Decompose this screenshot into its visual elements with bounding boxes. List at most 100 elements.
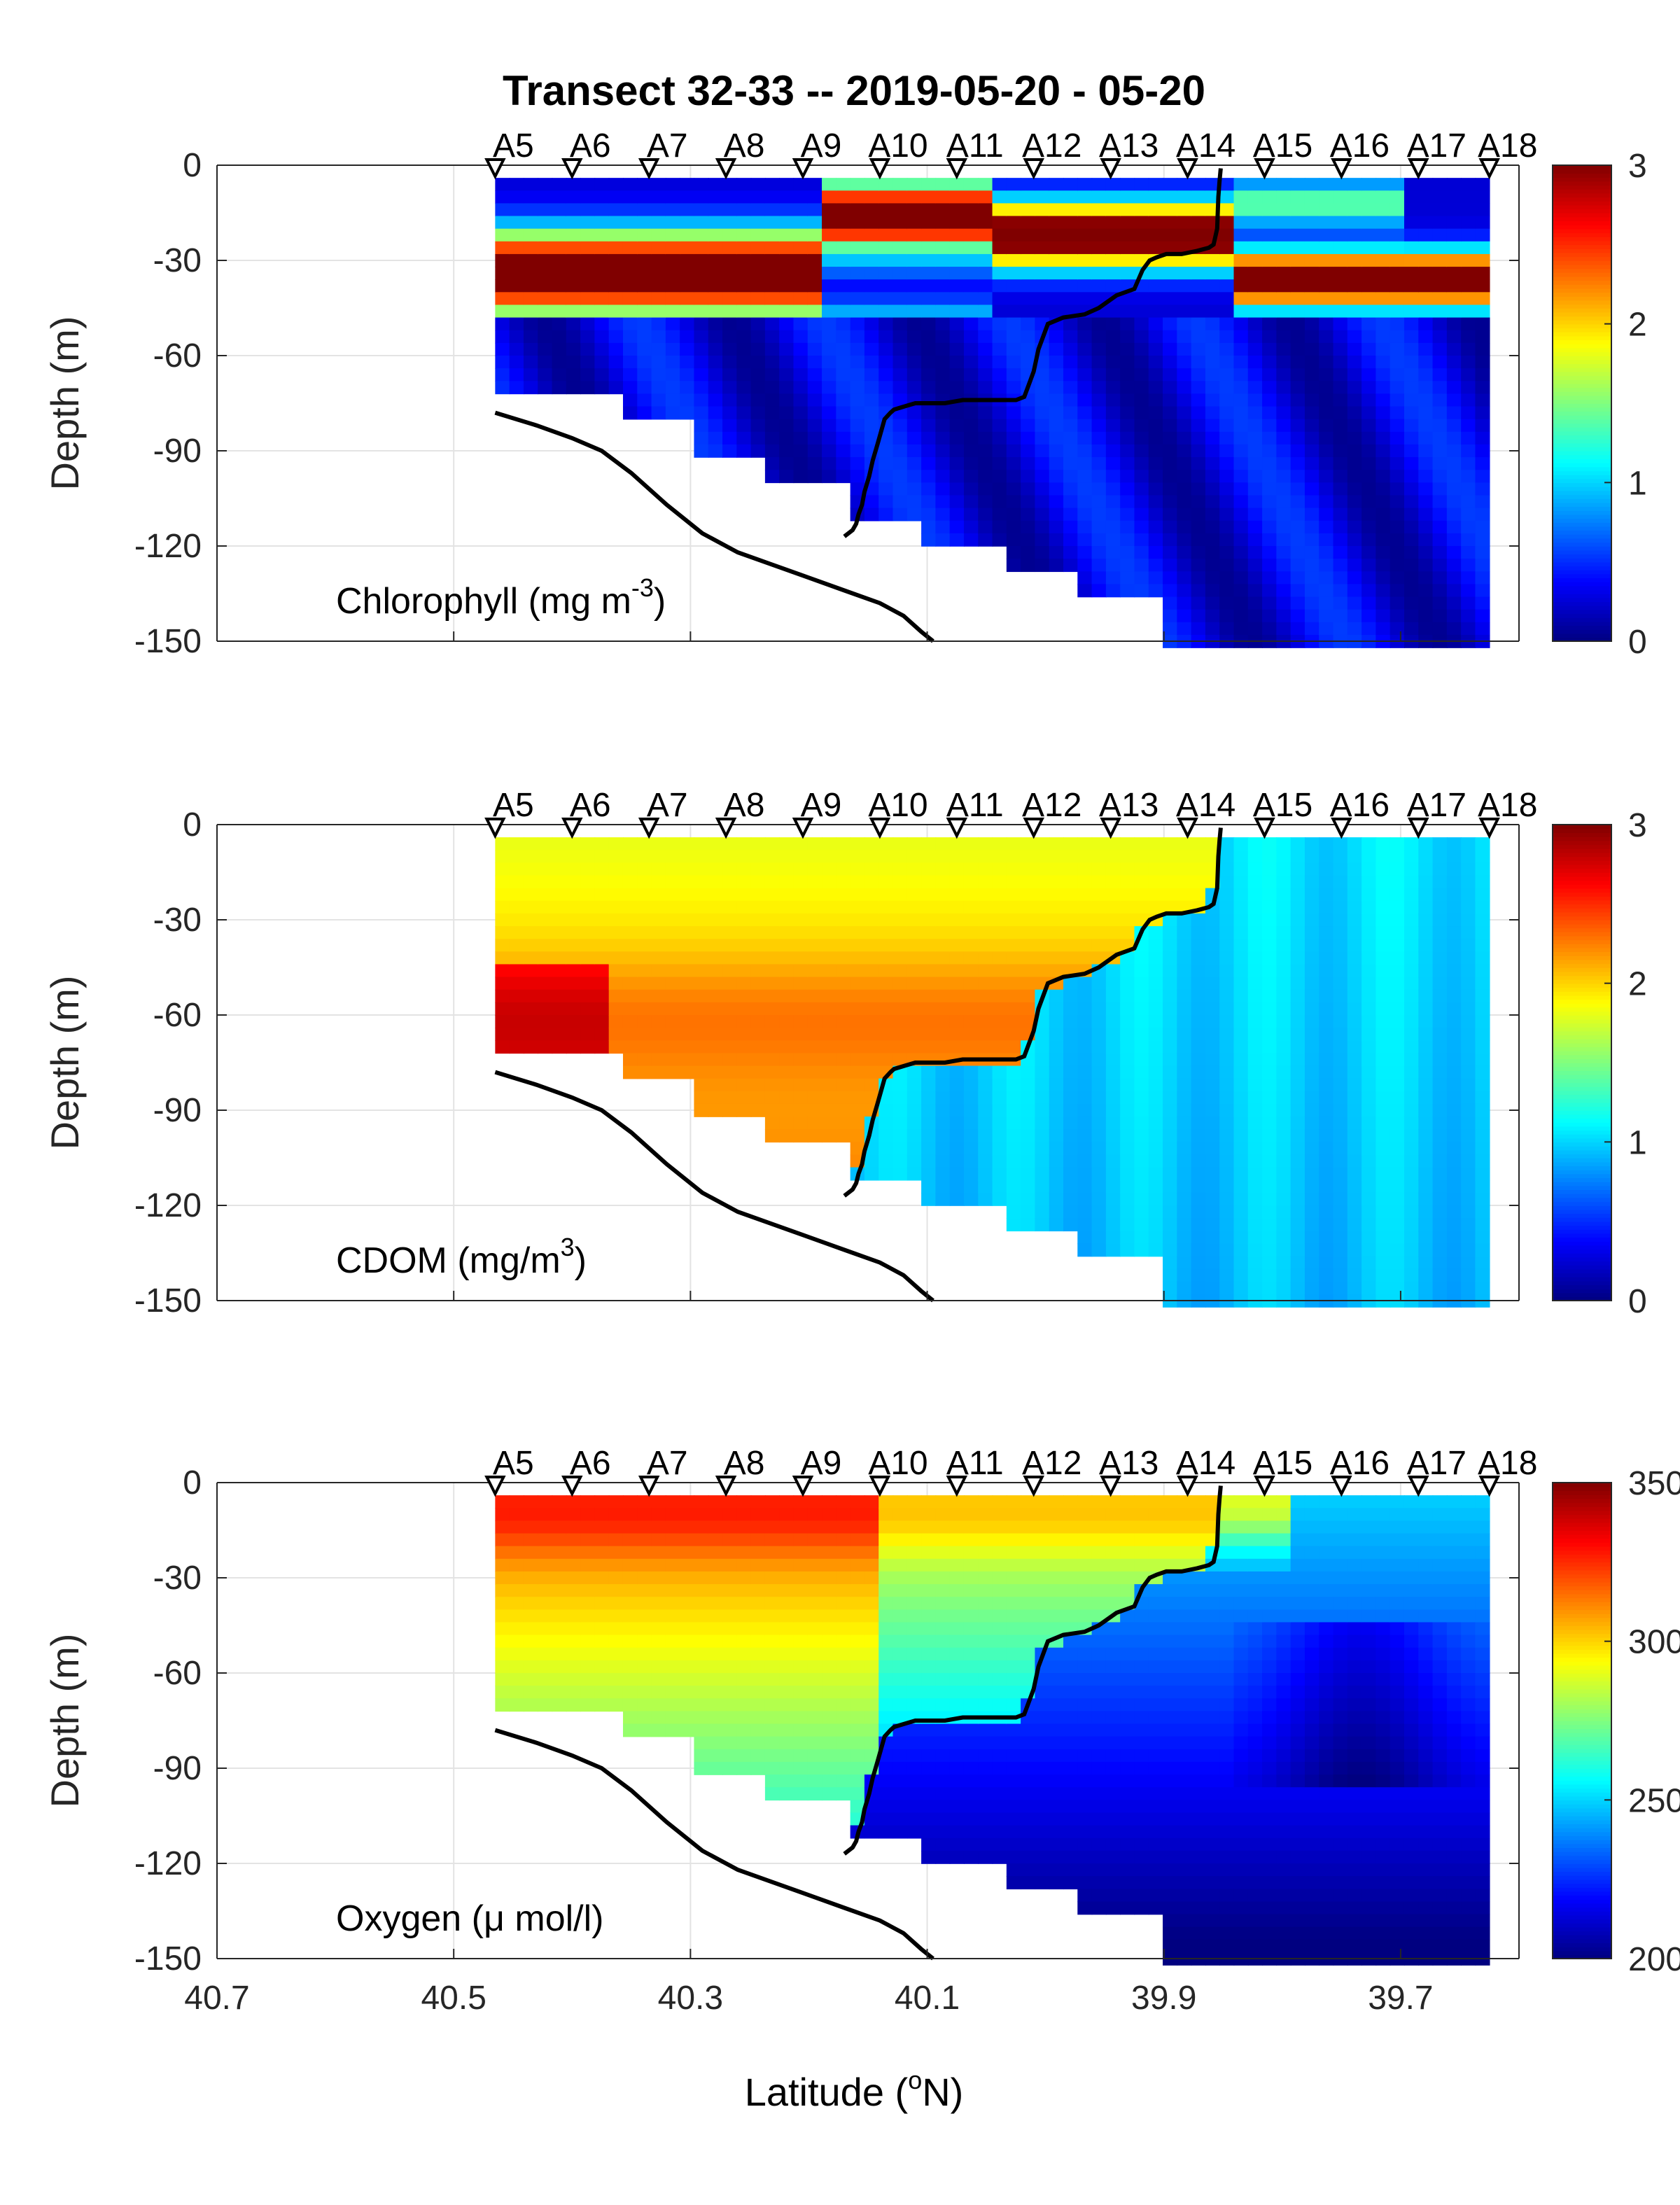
- heatmap-cell: [622, 1053, 638, 1067]
- colorbar-segment: [1553, 201, 1611, 206]
- heatmap-cell: [1077, 1180, 1093, 1194]
- heatmap-cell: [1091, 875, 1107, 889]
- heatmap-cell: [1219, 622, 1235, 636]
- heatmap-cell: [680, 1698, 695, 1712]
- colorbar-segment: [1553, 244, 1611, 249]
- heatmap-cell: [779, 1520, 794, 1534]
- heatmap-cell: [949, 520, 965, 534]
- heatmap-cell: [1418, 216, 1434, 230]
- heatmap-cell: [1446, 1116, 1462, 1130]
- heatmap-cell: [1205, 444, 1220, 458]
- heatmap-cell: [665, 1723, 680, 1737]
- heatmap-cell: [935, 1167, 951, 1181]
- colorbar-segment: [1553, 868, 1611, 873]
- heatmap-cell: [1446, 1256, 1462, 1270]
- heatmap-cell: [992, 495, 1007, 509]
- heatmap-cell: [1319, 317, 1334, 331]
- heatmap-cell: [1205, 253, 1220, 267]
- heatmap-cell: [1319, 1243, 1334, 1257]
- colorbar-segment: [1553, 237, 1611, 241]
- station-label: A17: [1407, 787, 1466, 824]
- heatmap-cell: [1233, 495, 1249, 509]
- heatmap-cell: [1418, 457, 1434, 470]
- heatmap-cell: [1390, 939, 1405, 953]
- heatmap-cell: [552, 964, 567, 978]
- heatmap-cell: [1475, 330, 1490, 344]
- heatmap-cell: [1063, 203, 1079, 217]
- colorbar-segment: [1553, 1035, 1611, 1040]
- heatmap-cell: [963, 304, 979, 318]
- heatmap-cell: [680, 1040, 695, 1054]
- heatmap-cell: [892, 1040, 908, 1054]
- heatmap-cell: [1134, 559, 1149, 573]
- heatmap-cell: [1177, 1205, 1192, 1219]
- heatmap-cell: [722, 368, 738, 382]
- heatmap-cell: [850, 1698, 865, 1712]
- heatmap-cell: [608, 837, 624, 851]
- heatmap-cell: [1347, 837, 1362, 851]
- heatmap-cell: [822, 1787, 837, 1801]
- heatmap-cell: [1021, 228, 1036, 242]
- heatmap-cell: [963, 939, 979, 953]
- colorbar-frame: [1552, 164, 1612, 642]
- heatmap-cell: [836, 342, 851, 356]
- heatmap-cell: [1319, 1154, 1334, 1168]
- heatmap-cell: [992, 507, 1007, 522]
- heatmap-cell: [906, 976, 922, 990]
- heatmap-cell: [750, 431, 766, 445]
- heatmap-cell: [793, 1736, 808, 1750]
- heatmap-cell: [1021, 939, 1036, 953]
- heatmap-cell: [779, 1686, 794, 1700]
- heatmap-cell: [1276, 1103, 1292, 1117]
- heatmap-cell: [1347, 520, 1362, 534]
- heatmap-cell: [722, 1634, 738, 1648]
- heatmap-cell: [1247, 1218, 1263, 1232]
- heatmap-cell: [509, 203, 524, 217]
- heatmap-cell: [1404, 609, 1420, 623]
- heatmap-cell: [750, 342, 766, 356]
- heatmap-cell: [864, 253, 880, 267]
- heatmap-cell: [1362, 1065, 1377, 1079]
- colorbar-segment: [1553, 864, 1611, 869]
- heatmap-cell: [651, 964, 666, 978]
- heatmap-cell: [764, 875, 780, 889]
- heatmap-cell: [807, 1647, 822, 1661]
- heatmap-cell: [992, 1091, 1007, 1105]
- heatmap-cell: [1077, 406, 1093, 420]
- heatmap-cell: [1276, 431, 1292, 445]
- heatmap-cell: [836, 356, 851, 369]
- colorbar-segment: [1553, 967, 1611, 972]
- heatmap-cell: [850, 457, 865, 470]
- heatmap-cell: [1362, 939, 1377, 953]
- heatmap-cell: [963, 419, 979, 433]
- heatmap-cell: [523, 913, 539, 927]
- heatmap-cell: [1191, 875, 1206, 889]
- heatmap-cell: [1006, 381, 1021, 395]
- heatmap-cell: [1333, 1243, 1348, 1257]
- heatmap-cell: [1134, 203, 1149, 217]
- heatmap-cell: [1276, 482, 1292, 496]
- heatmap-cell: [722, 1761, 738, 1775]
- heatmap-cell: [807, 900, 822, 914]
- heatmap-cell: [850, 1495, 865, 1509]
- heatmap-cell: [1091, 393, 1107, 407]
- heatmap-cell: [608, 976, 624, 990]
- heatmap-cell: [1148, 292, 1163, 306]
- heatmap-cell: [637, 1711, 652, 1725]
- heatmap-cell: [949, 304, 965, 318]
- heatmap-cell: [1105, 850, 1121, 864]
- heatmap-cell: [1219, 1167, 1235, 1181]
- heatmap-cell: [1120, 216, 1135, 230]
- heatmap-cell: [622, 875, 638, 889]
- heatmap-cell: [1475, 1180, 1490, 1194]
- heatmap-cell: [1120, 1167, 1135, 1181]
- heatmap-cell: [935, 1002, 951, 1016]
- heatmap-cell: [694, 1686, 709, 1700]
- station-marker: [792, 158, 814, 180]
- heatmap-cell: [1148, 520, 1163, 534]
- heatmap-cell: [1404, 368, 1420, 382]
- heatmap-cell: [736, 1508, 752, 1522]
- heatmap-cell: [1219, 1180, 1235, 1194]
- heatmap-cell: [1021, 1103, 1036, 1117]
- heatmap-cell: [906, 431, 922, 445]
